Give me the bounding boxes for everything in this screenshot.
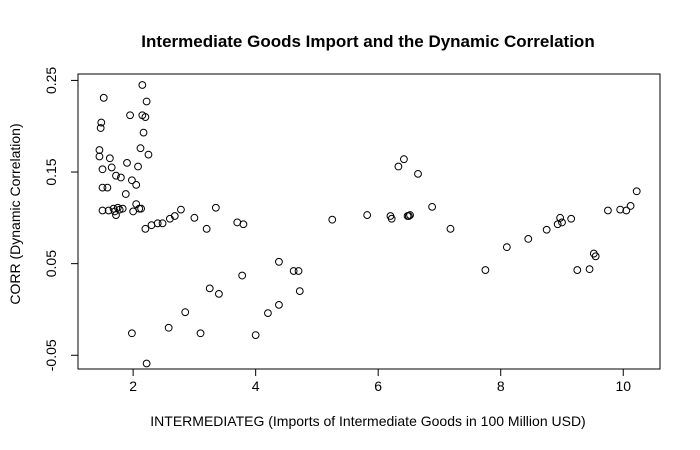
data-point <box>153 219 162 228</box>
data-point <box>104 206 113 215</box>
data-point <box>573 266 582 274</box>
data-point <box>585 265 594 274</box>
data-point <box>177 205 185 214</box>
data-point <box>123 158 131 167</box>
data-point <box>239 220 248 229</box>
data-point <box>170 212 179 220</box>
data-point <box>567 214 576 223</box>
data-point <box>181 308 190 317</box>
data-point <box>105 154 114 163</box>
data-point <box>481 266 490 274</box>
data-point <box>211 203 220 212</box>
data-point <box>103 183 112 192</box>
data-point <box>112 211 120 219</box>
data-point <box>553 220 562 229</box>
data-point <box>139 128 148 137</box>
data-point <box>446 224 455 233</box>
data-point <box>502 243 511 252</box>
data-point <box>118 204 127 213</box>
data-point <box>142 97 151 106</box>
data-point <box>428 202 437 211</box>
data-point <box>144 150 153 159</box>
y-axis-label: CORR (Dynamic Correlation) <box>7 123 23 304</box>
data-point <box>132 180 141 189</box>
data-point <box>112 171 120 180</box>
data-point <box>158 219 167 228</box>
x-tick-label: 4 <box>252 378 260 394</box>
data-point <box>400 155 408 164</box>
y-tick-label: 0.25 <box>43 67 59 94</box>
data-point <box>406 211 414 219</box>
data-point <box>190 213 199 222</box>
data-point <box>524 235 533 243</box>
data-point <box>295 287 304 296</box>
data-point <box>632 187 641 196</box>
data-point <box>137 204 146 213</box>
chart-title: Intermediate Goods Import and the Dynami… <box>141 32 594 51</box>
x-axis: 2 4 6 8 10 <box>129 368 631 394</box>
x-axis-label: INTERMEDIATEG (Imports of Intermediate G… <box>150 413 585 429</box>
y-tick-label: 0.05 <box>43 250 59 277</box>
data-point <box>626 202 635 210</box>
data-point <box>196 329 205 338</box>
y-axis: -0.05 0.05 0.15 0.25 <box>43 67 79 371</box>
data-point <box>138 81 147 89</box>
data-point <box>99 93 108 102</box>
data-point <box>387 214 396 223</box>
data-point <box>97 118 106 127</box>
data-point <box>616 205 625 214</box>
data-point <box>98 165 107 174</box>
data-point <box>96 124 105 132</box>
data-point <box>141 113 150 121</box>
data-point <box>264 309 272 318</box>
data-point <box>604 206 612 215</box>
data-point <box>136 144 145 153</box>
data-point <box>113 203 122 212</box>
data-point <box>251 331 260 340</box>
data-point <box>542 225 551 234</box>
data-point <box>95 152 104 161</box>
y-tick-label: -0.05 <box>43 339 59 371</box>
data-point <box>394 162 403 171</box>
data-point <box>294 267 303 275</box>
data-point <box>238 271 247 280</box>
data-point <box>126 111 134 120</box>
data-point <box>414 169 422 178</box>
data-point <box>404 212 413 220</box>
data-point <box>558 218 566 227</box>
data-point <box>289 267 298 275</box>
data-point <box>622 206 631 215</box>
data-point <box>275 257 283 266</box>
data-point <box>205 284 214 293</box>
data-point <box>98 206 107 215</box>
data-point <box>164 323 173 332</box>
x-tick-label: 6 <box>374 378 382 394</box>
data-point <box>98 183 107 192</box>
data-point <box>591 252 600 261</box>
data-point <box>141 224 150 233</box>
data-points <box>95 81 641 368</box>
data-point <box>215 289 223 298</box>
y-tick-label: 0.15 <box>43 158 59 185</box>
data-point <box>116 173 125 182</box>
x-tick-label: 2 <box>129 378 137 394</box>
data-point <box>128 329 136 338</box>
data-point <box>95 146 104 154</box>
data-point <box>363 211 372 219</box>
data-point <box>134 162 142 171</box>
data-point <box>128 176 136 185</box>
data-point <box>556 213 565 222</box>
data-point <box>115 205 124 214</box>
x-tick-label: 8 <box>497 378 505 394</box>
data-point <box>202 224 211 233</box>
data-point <box>107 163 116 172</box>
x-tick-label: 10 <box>615 378 631 394</box>
data-point <box>121 190 130 198</box>
data-point <box>275 300 283 309</box>
data-point <box>328 215 337 224</box>
data-point <box>142 359 151 368</box>
